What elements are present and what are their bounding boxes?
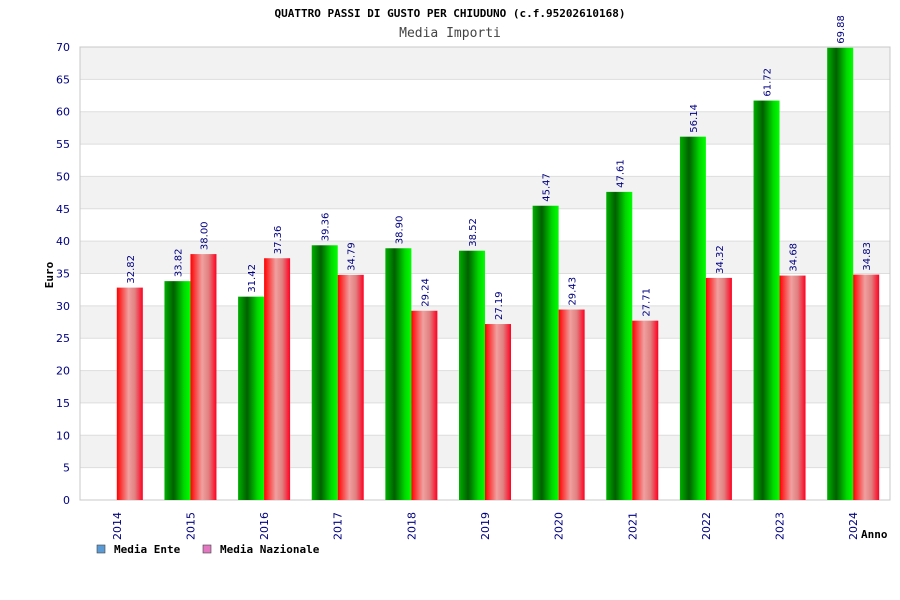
y-tick-label: 10: [56, 429, 70, 442]
y-tick-label: 60: [56, 106, 70, 119]
bar-media-ente: [238, 296, 265, 500]
bar-media-nazionale: [485, 324, 511, 500]
legend-label: Media Ente: [114, 543, 181, 556]
bar-media-ente: [679, 136, 706, 500]
legend-swatch: [202, 544, 212, 554]
data-label: 34.68: [789, 243, 800, 272]
y-tick-label: 15: [56, 397, 70, 410]
legend: Media Ente Media Nazionale: [96, 543, 320, 556]
bar-media-nazionale: [705, 277, 732, 500]
bar-media-nazionale: [853, 274, 880, 500]
bar-media-ente: [532, 205, 559, 500]
bar-media-ente: [606, 191, 633, 501]
x-axis-label: Anno: [861, 528, 888, 541]
data-label: 39.36: [321, 213, 332, 242]
y-tick-label: 5: [63, 462, 70, 475]
plot-area: 0 5 10 15 20 25 30 35 40 45 50 55 60 65 70 32.82 2014 33.…: [56, 15, 891, 540]
bar-media-ente: [459, 250, 485, 500]
x-tick-label: 2017: [332, 512, 345, 540]
y-tick-label: 20: [56, 365, 70, 378]
data-label: 29.24: [420, 278, 431, 307]
x-tick-label: 2015: [184, 512, 197, 540]
bar-media-ente: [827, 47, 854, 500]
bar-media-nazionale: [558, 309, 585, 500]
legend-swatch: [96, 544, 106, 554]
data-label: 61.72: [763, 68, 774, 97]
legend-label: Media Nazionale: [220, 543, 320, 556]
y-tick-label: 30: [56, 300, 70, 313]
data-label: 27.71: [641, 288, 652, 317]
x-tick-label: 2024: [847, 512, 860, 540]
data-label: 38.90: [394, 216, 405, 245]
data-label: 34.83: [862, 242, 873, 271]
x-tick-label: 2021: [626, 512, 639, 540]
x-tick-label: 2022: [700, 512, 713, 540]
bar-media-nazionale: [779, 275, 806, 500]
bar-media-ente: [311, 245, 338, 500]
y-tick-label: 35: [56, 268, 70, 281]
chart-subtitle: Media Importi: [399, 26, 501, 41]
bar-media-nazionale: [411, 310, 438, 500]
y-tick-label: 25: [56, 332, 70, 345]
y-tick-label: 50: [56, 170, 70, 183]
bar-media-ente: [385, 248, 412, 500]
grid-band: [80, 47, 890, 80]
y-axis-label: Euro: [43, 261, 56, 288]
bar-media-nazionale: [632, 320, 659, 500]
x-tick-label: 2014: [111, 512, 124, 540]
data-label: 32.82: [126, 255, 137, 284]
data-label: 27.19: [494, 291, 505, 320]
bar-media-ente: [164, 281, 191, 500]
y-tick-label: 65: [56, 73, 70, 86]
data-label: 34.79: [347, 242, 358, 271]
x-tick-label: 2019: [479, 512, 492, 540]
bar-media-nazionale: [264, 258, 291, 500]
x-tick-label: 2016: [258, 512, 271, 540]
data-label: 34.32: [715, 245, 726, 274]
bar-media-ente: [753, 100, 780, 500]
bar-media-nazionale: [337, 274, 364, 500]
data-label: 33.82: [173, 248, 184, 277]
y-tick-label: 55: [56, 138, 70, 151]
data-label: 37.36: [273, 226, 284, 255]
bar-media-nazionale: [190, 254, 217, 500]
chart-title: QUATTRO PASSI DI GUSTO PER CHIUDUNO (c.f…: [275, 7, 626, 20]
data-label: 38.52: [468, 218, 479, 247]
y-tick-label: 70: [56, 41, 70, 54]
y-tick-label: 45: [56, 203, 70, 216]
y-tick-label: 0: [63, 494, 70, 507]
data-label: 31.42: [247, 264, 258, 293]
data-label: 69.88: [836, 15, 847, 44]
y-tick-label: 40: [56, 235, 70, 248]
data-label: 38.00: [199, 221, 210, 250]
data-label: 56.14: [689, 104, 700, 133]
x-tick-label: 2018: [405, 512, 418, 540]
x-tick-label: 2023: [774, 512, 787, 540]
bar-media-nazionale: [116, 287, 143, 500]
data-label: 29.43: [568, 277, 579, 306]
x-tick-label: 2020: [553, 512, 566, 540]
data-label: 45.47: [542, 173, 553, 202]
data-label: 47.61: [615, 159, 626, 188]
